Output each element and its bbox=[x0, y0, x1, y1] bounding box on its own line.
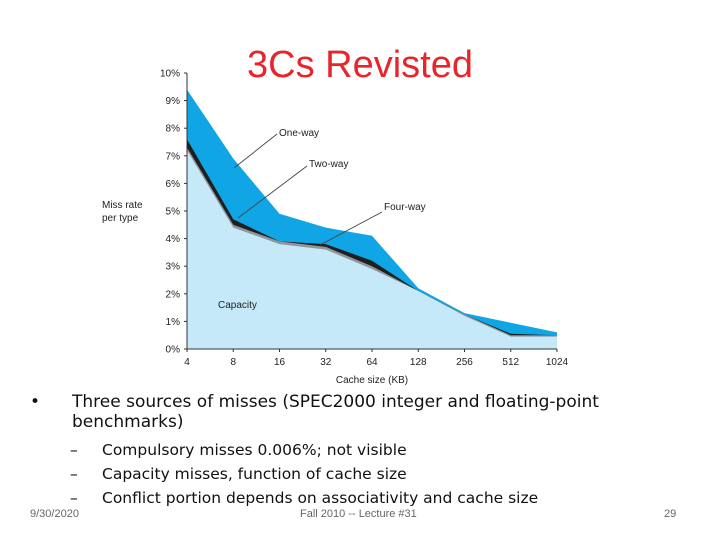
annotation-label: Two-way bbox=[309, 159, 348, 170]
y-tick-label: 2% bbox=[166, 289, 181, 300]
x-axis-label: Cache size (KB) bbox=[336, 375, 408, 386]
x-tick-label: 1024 bbox=[546, 357, 569, 368]
sub-bullet-3: – Conflict portion depends on associativ… bbox=[30, 486, 690, 510]
x-tick-label: 256 bbox=[456, 357, 473, 368]
sub-bullet-text: Capacity misses, function of cache size bbox=[102, 465, 407, 483]
x-tick-label: 16 bbox=[274, 357, 286, 368]
chart-annotations: One-way Two-way Four-way Capacity bbox=[218, 128, 426, 311]
area-capacity bbox=[187, 150, 557, 349]
y-tick-label: 9% bbox=[166, 96, 181, 107]
footer-course: Fall 2010 -- Lecture #31 bbox=[300, 508, 417, 520]
y-tick-label: 7% bbox=[166, 151, 181, 162]
bullet-main-text: Three sources of misses (SPEC2000 intege… bbox=[72, 392, 599, 432]
sub-bullet-dash: – bbox=[70, 441, 78, 459]
slide-title: 3Cs Revisted bbox=[247, 44, 473, 86]
bullet-main: • Three sources of misses (SPEC2000 inte… bbox=[30, 392, 690, 432]
sub-bullet-dash: – bbox=[70, 465, 78, 483]
y-tick-label: 6% bbox=[166, 179, 181, 190]
y-tick-label: 3% bbox=[166, 262, 181, 273]
sub-bullet-text: Conflict portion depends on associativit… bbox=[102, 489, 539, 507]
y-tick-label: 1% bbox=[166, 317, 181, 328]
footer-page-number: 29 bbox=[664, 508, 677, 520]
y-axis-label-line1: Miss rate bbox=[102, 200, 143, 211]
sub-bullet-text: Compulsory misses 0.006%; not visible bbox=[102, 441, 407, 459]
x-tick-label: 8 bbox=[230, 357, 236, 368]
y-tick-label: 4% bbox=[166, 234, 181, 245]
x-tick-label: 4 bbox=[184, 357, 190, 368]
annotation-label: Capacity bbox=[218, 300, 257, 311]
annotation-leader-line bbox=[233, 133, 278, 169]
y-tick-label: 8% bbox=[166, 124, 181, 135]
x-tick-label: 512 bbox=[502, 357, 519, 368]
y-tick-label: 0% bbox=[166, 345, 181, 356]
y-tick-label: 5% bbox=[166, 207, 181, 218]
footer-date: 9/30/2020 bbox=[30, 508, 79, 520]
chart-axes bbox=[184, 72, 558, 352]
y-tick-labels: 0% 1% 2% 3% 4% 5% 6% 7% 8% 9% 10% bbox=[160, 69, 180, 356]
y-tick-label: 10% bbox=[160, 69, 180, 80]
x-tick-labels: 4 8 16 32 64 128 256 512 1024 bbox=[184, 357, 568, 368]
annotation-label: One-way bbox=[279, 128, 319, 139]
annotation-label: Four-way bbox=[384, 202, 426, 213]
bullet-dot: • bbox=[30, 392, 41, 412]
y-axis-label-line2: per type bbox=[102, 213, 139, 224]
x-tick-label: 64 bbox=[366, 357, 378, 368]
sub-bullet-2: – Capacity misses, function of cache siz… bbox=[30, 462, 690, 486]
sub-bullet-1: – Compulsory misses 0.006%; not visible bbox=[30, 438, 690, 462]
annotation-leader-line bbox=[319, 211, 383, 246]
x-tick-label: 128 bbox=[410, 357, 427, 368]
chart-areas bbox=[187, 89, 557, 349]
sub-bullet-dash: – bbox=[70, 489, 78, 507]
x-tick-label: 32 bbox=[320, 357, 332, 368]
bullet-list: • Three sources of misses (SPEC2000 inte… bbox=[30, 392, 690, 510]
annotation-leader-line bbox=[237, 165, 308, 219]
